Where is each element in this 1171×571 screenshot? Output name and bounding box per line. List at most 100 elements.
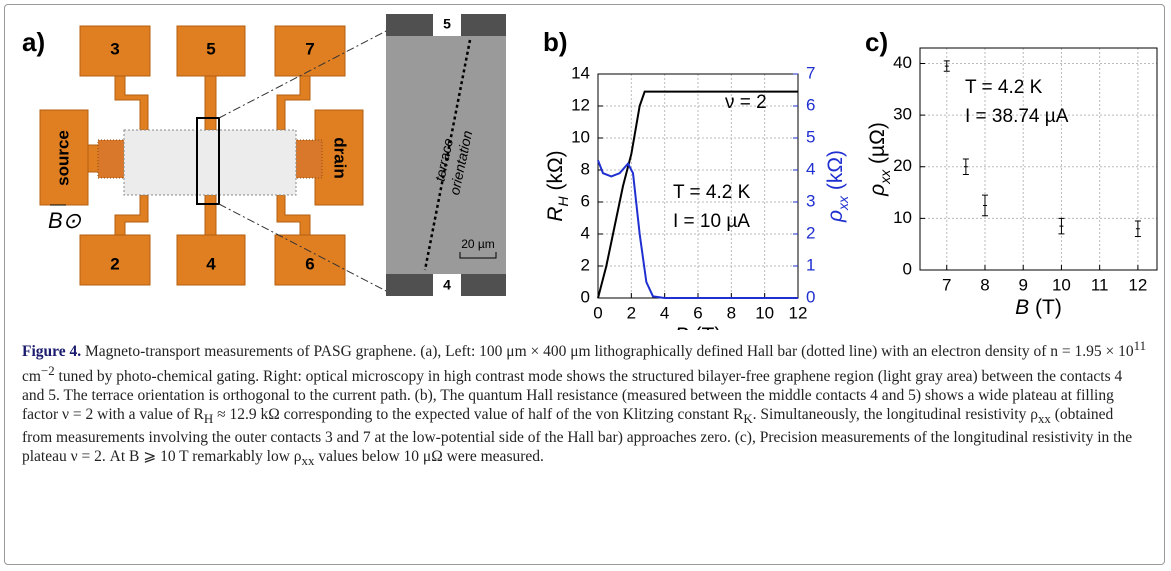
contact-label: 6 — [305, 254, 314, 273]
caption-sub: H — [203, 411, 214, 427]
x-tick-label: 10 — [1052, 275, 1071, 294]
y-tick-label: 40 — [893, 53, 912, 72]
caption-text: (obtained from measurements involving th… — [22, 406, 1133, 466]
x-tick-label: 12 — [789, 303, 808, 322]
annotation: I = 38.74 µA — [965, 106, 1069, 127]
label-part: (kΩ) — [824, 150, 847, 196]
y-tick-label: 10 — [893, 208, 912, 227]
x-tick-label: 0 — [593, 303, 602, 322]
y2-tick-label: 5 — [806, 127, 815, 146]
y-tick-label: 14 — [571, 63, 590, 82]
y2-tick-label: 7 — [806, 63, 815, 82]
y-axis-label: ρxx (µΩ) — [866, 122, 893, 197]
label-part: xx — [835, 195, 851, 211]
label-part: ρ — [866, 184, 889, 197]
data-line — [597, 160, 798, 299]
contact-label: 7 — [305, 39, 314, 58]
zoom-box — [196, 117, 220, 205]
caption-text: cm — [22, 368, 41, 386]
annotation: I = 10 µA — [673, 211, 750, 232]
y-tick-label: 4 — [581, 223, 590, 242]
label-part: ρ — [824, 210, 847, 223]
error-bar — [962, 158, 969, 175]
field-label: B⊙ — [48, 208, 82, 233]
y2-tick-label: 3 — [806, 191, 815, 210]
scale-bar — [459, 252, 497, 259]
figure-frame — [4, 4, 1165, 565]
micrograph — [386, 14, 506, 296]
y-tick-label: 30 — [893, 105, 912, 124]
error-bar — [1134, 220, 1141, 237]
x-axis-label: B (T) — [1015, 296, 1062, 319]
y-tick-label: 12 — [571, 95, 590, 114]
x-tick-label: 2 — [627, 303, 636, 322]
plot-frame — [919, 47, 1158, 271]
caption-label: Figure 4. — [22, 343, 82, 361]
y2-axis-label: ρxx (kΩ) — [824, 150, 851, 223]
error-bar — [1058, 217, 1065, 235]
panel-label: c) — [865, 27, 888, 57]
contact-label: 2 — [110, 254, 119, 273]
y-tick-label: 0 — [581, 287, 590, 306]
annotation: T = 4.2 K — [965, 77, 1043, 98]
image-label: 4 — [443, 277, 451, 293]
label-part: R — [544, 206, 567, 221]
contact-label: 4 — [206, 254, 216, 273]
data-line — [597, 90, 798, 299]
caption-sup: 11 — [1133, 338, 1147, 353]
y-tick-label: 10 — [571, 127, 590, 146]
caption: Figure 4. Magneto-transport measurements… — [22, 336, 1147, 471]
y-axis-label: RH (kΩ) — [544, 150, 571, 221]
contact-labels: 3 5 7 2 4 6 source drain — [53, 39, 349, 273]
y-tick-label: 20 — [893, 156, 912, 175]
label-part: xx — [877, 169, 893, 185]
annotation: T = 4.2 K — [673, 182, 751, 203]
label-part: (µΩ) — [866, 122, 889, 170]
source-label: source — [53, 130, 72, 186]
label-part: (T) — [1029, 296, 1062, 319]
hall-bar — [39, 25, 364, 286]
label-box — [433, 14, 461, 36]
annotation: ν = 2 — [725, 92, 767, 113]
panel-label: b) — [543, 27, 568, 57]
y2-tick-label: 1 — [806, 255, 815, 274]
x-tick-label: 9 — [1018, 275, 1027, 294]
x-tick-label: 8 — [980, 275, 989, 294]
y-tick-label: 6 — [581, 191, 590, 210]
caption-text: ≈ 12.9 kΩ corresponding to the expected … — [213, 406, 744, 424]
caption-text: tuned by photo-chemical gating. Right: o… — [22, 368, 1123, 424]
y-tick-label: 0 — [903, 259, 912, 278]
x-tick-label: 11 — [1091, 275, 1109, 294]
caption-sub: xx — [1037, 411, 1051, 427]
caption-text: . Simultaneously, the longitudinal resis… — [752, 406, 1038, 424]
x-tick-label: 4 — [660, 303, 669, 322]
label-part: (T) — [689, 324, 722, 330]
y2-tick-label: 2 — [806, 223, 815, 242]
contact-label: 5 — [206, 39, 215, 58]
drain-label: drain — [331, 137, 350, 179]
scale-label: 20 µm — [461, 237, 495, 251]
label-part: (kΩ) — [544, 150, 567, 196]
x-tick-label: 6 — [693, 303, 702, 322]
caption-text: Magneto-transport measurements of PASG g… — [81, 343, 1134, 361]
x-tick-label: 7 — [942, 275, 951, 294]
contact-label: 3 — [110, 39, 119, 58]
error-bar — [943, 60, 950, 72]
x-tick-label: 12 — [1128, 275, 1147, 294]
caption-sup: −2 — [40, 363, 55, 379]
y2-tick-label: 4 — [806, 159, 815, 178]
caption-sub: xx — [301, 453, 315, 469]
x-tick-label: 10 — [755, 303, 774, 322]
figure: a) 3 5 7 2 4 6 source drain B⊙ 5 4 terra… — [22, 14, 1158, 330]
caption-sub: K — [743, 411, 753, 427]
image-label: 5 — [443, 16, 451, 32]
x-tick-label: 8 — [727, 303, 736, 322]
label-part: H — [555, 195, 571, 206]
x-axis-label: B (T) — [675, 324, 722, 330]
label-box — [433, 274, 461, 296]
label-part: B — [675, 324, 689, 330]
y2-tick-label: 6 — [806, 95, 815, 114]
error-bar — [981, 194, 988, 217]
label-part: B — [1015, 296, 1029, 319]
